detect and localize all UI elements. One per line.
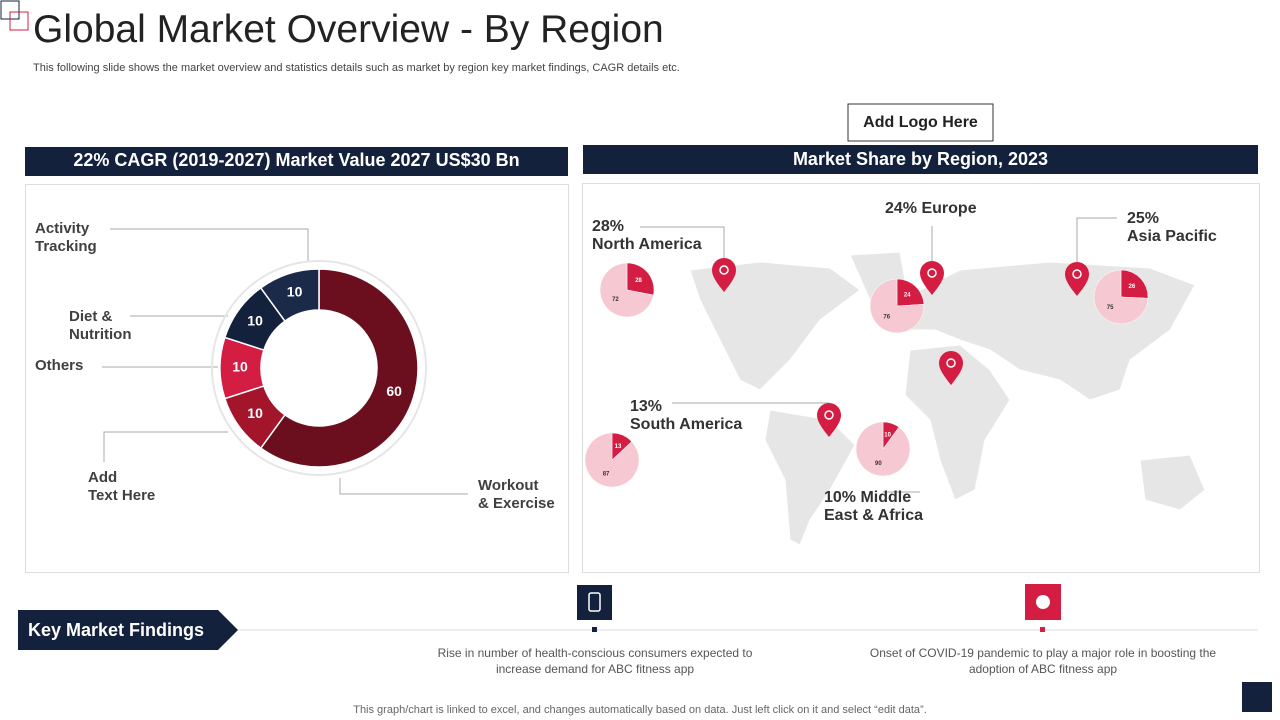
pin-dot [719, 265, 729, 275]
finding: Rise in number of health-conscious consu… [437, 646, 753, 676]
category-label: Others [35, 357, 84, 374]
findings-banner [18, 610, 238, 650]
findings-title: Key Market Findings [28, 620, 205, 640]
value-label: 60 [386, 383, 402, 399]
region-label: 28% North America [592, 218, 702, 253]
segment [896, 278, 925, 307]
donut-ring [211, 260, 427, 476]
icon-glyph [1036, 595, 1050, 609]
region-label: 24% Europe [885, 200, 977, 217]
pin [1065, 262, 1089, 296]
icon [577, 585, 612, 620]
charts: 60 10 10 10 10 28 72 24 76 26 75 13 87 10 90 [219, 262, 1149, 488]
segment [259, 268, 419, 468]
panel-title: Market Share by Region, 2023 [792, 149, 1049, 169]
segment [1093, 269, 1149, 325]
panel [582, 183, 1260, 573]
title: Global Market Overview - By Region [33, 8, 664, 51]
logo-text: Add Logo Here [863, 114, 978, 131]
value-label: 10 [884, 432, 891, 438]
segment [869, 278, 925, 334]
pin-dot [1072, 269, 1082, 279]
footer: This graph/chart is linked to excel, and… [353, 704, 927, 716]
segment [259, 268, 320, 323]
value-label: 26 [1129, 284, 1136, 290]
value-label: 72 [612, 297, 619, 303]
panel-title: 22% CAGR (2019-2027) Market Value 2027 U… [73, 150, 520, 170]
panel [25, 184, 569, 573]
marker [592, 627, 597, 632]
value-label: 10 [232, 359, 248, 375]
category-label: Workout & Exercise [478, 477, 555, 512]
region-label: 13% South America [630, 398, 743, 433]
value-label: 28 [635, 278, 642, 284]
value-label: 10 [287, 284, 303, 300]
segment [1120, 269, 1149, 299]
subtitle: This following slide shows the market ov… [33, 62, 680, 74]
region-label: 25% Asia Pacific [1127, 210, 1217, 245]
segment [584, 432, 640, 488]
value-label: 10 [247, 405, 263, 421]
value-label: 24 [904, 293, 911, 299]
segment [599, 262, 654, 318]
icon-glyph [588, 592, 601, 612]
pin [920, 261, 944, 295]
value-label: 90 [875, 461, 882, 467]
pin [817, 403, 841, 437]
pin-dot [927, 268, 937, 278]
segment [855, 421, 911, 477]
value-label: 10 [247, 312, 263, 328]
marker [1040, 627, 1045, 632]
value-label: 75 [1107, 305, 1114, 311]
pin [712, 258, 736, 292]
value-label: 87 [603, 471, 610, 477]
pin [939, 351, 963, 385]
category-label: Add Text Here [88, 469, 156, 504]
pin-dot [946, 358, 956, 368]
logo-box [847, 103, 994, 142]
panel-header [583, 145, 1258, 174]
value-label: 13 [615, 444, 622, 450]
connectors [102, 217, 1117, 495]
pin-dot [824, 410, 834, 420]
category-label: Activity Tracking [35, 220, 97, 255]
deco [1242, 682, 1272, 712]
region-label: 10% Middle East & Africa [824, 489, 923, 524]
panel-header [25, 147, 568, 176]
deco [9, 11, 29, 31]
category-label: Diet & Nutrition [69, 308, 132, 343]
pins [712, 258, 1089, 437]
finding: Onset of COVID-19 pandemic to play a maj… [869, 646, 1217, 676]
value-label: 76 [883, 315, 890, 321]
segment [626, 262, 655, 296]
